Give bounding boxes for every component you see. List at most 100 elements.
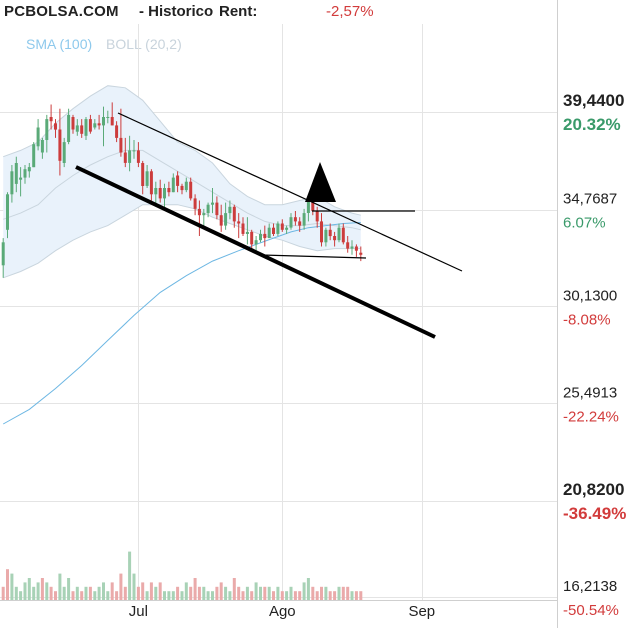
candle xyxy=(250,229,254,249)
candle-body xyxy=(184,181,188,191)
volume-bar xyxy=(324,586,328,600)
candle-body xyxy=(1,242,5,266)
candle-body xyxy=(176,175,180,186)
support-line xyxy=(261,254,367,259)
candle xyxy=(110,102,114,126)
candle xyxy=(337,223,341,243)
rent-value: -2,57% xyxy=(326,3,374,20)
candle-body xyxy=(167,188,171,193)
candle-body xyxy=(132,150,136,152)
candle-body xyxy=(97,123,101,126)
volume-bar xyxy=(88,586,92,600)
volume-bar xyxy=(289,586,293,600)
volume-bar xyxy=(298,591,302,600)
candle xyxy=(97,114,101,130)
candle xyxy=(27,163,31,178)
candle-body xyxy=(306,198,310,213)
volume-bar xyxy=(237,586,241,600)
volume-bar xyxy=(75,586,79,600)
candle xyxy=(106,110,110,124)
candle-body xyxy=(293,217,297,222)
candle xyxy=(23,165,27,184)
volume-bar xyxy=(158,582,162,600)
candle xyxy=(267,223,271,239)
candle-body xyxy=(136,150,140,163)
candle-body xyxy=(232,206,236,222)
candle-body xyxy=(93,123,97,128)
y-tick-percent: 20.32% xyxy=(563,115,621,134)
legend-sma: SMA (100) xyxy=(26,36,93,52)
x-tick-label: Ago xyxy=(269,603,296,620)
candle xyxy=(333,231,337,247)
candle-body xyxy=(36,127,40,147)
candle xyxy=(315,206,319,228)
candle-body xyxy=(341,227,345,243)
candle-body xyxy=(158,188,162,199)
candle xyxy=(259,229,262,243)
volume-bar xyxy=(106,591,110,600)
candle xyxy=(285,225,289,234)
candle-body xyxy=(272,227,275,234)
trend-drawings xyxy=(75,112,463,339)
candle-body xyxy=(237,221,241,224)
volume-bar xyxy=(189,586,193,600)
candle-body xyxy=(80,125,84,134)
volume-bar xyxy=(254,582,258,600)
candle-body xyxy=(54,123,57,130)
candle xyxy=(193,194,197,216)
volume-bar xyxy=(328,591,332,600)
candle-body xyxy=(171,177,175,193)
volume-bar xyxy=(232,578,236,600)
candle-body xyxy=(359,252,363,255)
candle-body xyxy=(145,171,149,186)
volume-bar xyxy=(280,591,284,600)
candle-body xyxy=(75,125,79,132)
candle-body xyxy=(211,202,214,205)
candle xyxy=(224,202,228,230)
volume-bar xyxy=(115,591,119,600)
volume-bar xyxy=(354,591,358,600)
candle-body xyxy=(324,229,328,243)
volume-bar xyxy=(315,591,319,600)
candle-body xyxy=(6,194,9,230)
volume-bar xyxy=(71,591,75,600)
candle-body xyxy=(315,211,319,222)
candle xyxy=(158,179,162,203)
candle-body xyxy=(180,185,184,191)
volume-bar xyxy=(202,586,206,600)
candle xyxy=(141,160,145,195)
candle-body xyxy=(280,223,284,230)
up-arrow-marker xyxy=(305,162,336,202)
candle xyxy=(149,169,153,201)
candle-body xyxy=(84,119,88,136)
candle xyxy=(237,213,241,239)
volume-bar xyxy=(163,591,166,600)
candle-body xyxy=(276,223,280,234)
candle-body xyxy=(10,171,14,195)
candle xyxy=(245,217,249,245)
candle xyxy=(14,156,18,193)
candle-body xyxy=(128,150,132,163)
candle xyxy=(84,117,88,140)
candle-body xyxy=(32,144,36,168)
candle xyxy=(19,167,23,197)
candle-body xyxy=(245,231,249,234)
volume-bar xyxy=(320,586,323,600)
volume-bar xyxy=(149,582,153,600)
candle-body xyxy=(241,223,245,234)
candle xyxy=(80,119,84,138)
candle xyxy=(167,181,171,197)
candle xyxy=(228,200,232,220)
volume-bar xyxy=(141,582,145,600)
volume-bar xyxy=(215,586,219,600)
candle xyxy=(132,140,136,159)
candle xyxy=(176,171,180,193)
volume-bar xyxy=(14,586,18,600)
volume-bar xyxy=(32,586,36,600)
candle xyxy=(6,192,9,239)
candle-body xyxy=(58,129,62,161)
candle xyxy=(354,244,358,257)
volume-bar xyxy=(219,582,223,600)
